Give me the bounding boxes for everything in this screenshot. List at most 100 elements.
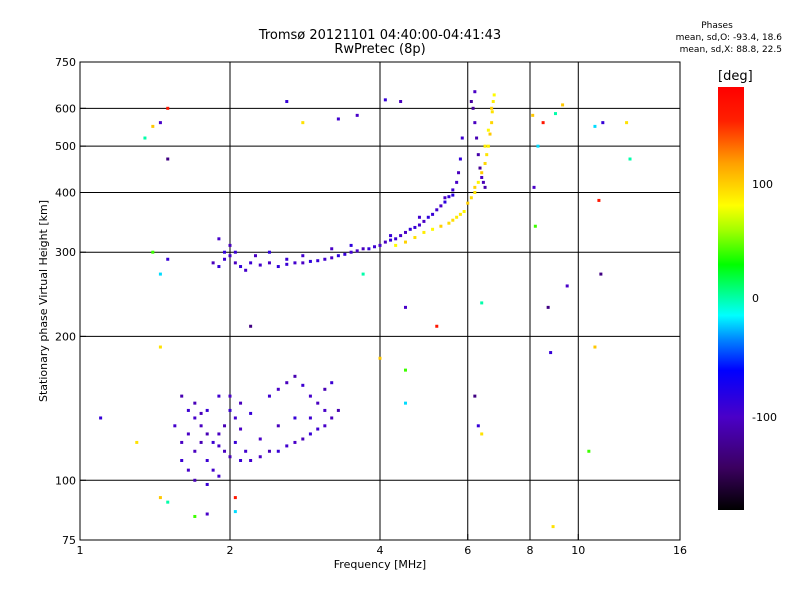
data-point — [403, 368, 407, 372]
data-point — [217, 432, 221, 436]
y-tick-label: 400 — [55, 186, 76, 199]
data-point — [373, 245, 377, 249]
data-point — [473, 394, 477, 398]
chart-subtitle: RwPretec (8p) — [334, 42, 426, 57]
data-point — [565, 284, 569, 288]
data-point — [476, 180, 480, 184]
data-point — [233, 416, 237, 420]
y-tick-label: 750 — [55, 56, 76, 69]
data-point — [308, 394, 312, 398]
data-point — [389, 234, 393, 238]
data-point — [439, 224, 443, 228]
data-point — [422, 230, 426, 234]
data-point — [413, 225, 417, 229]
data-point — [330, 256, 334, 260]
data-point — [166, 157, 170, 161]
data-point — [151, 250, 155, 254]
data-point — [443, 200, 447, 204]
data-point — [422, 219, 426, 223]
data-point — [451, 188, 455, 192]
data-point — [267, 250, 271, 254]
data-point — [180, 458, 184, 462]
data-point — [211, 468, 215, 472]
data-point — [447, 195, 451, 199]
data-point — [258, 437, 262, 441]
data-point — [199, 424, 203, 428]
data-point — [211, 440, 215, 444]
data-point — [361, 247, 365, 251]
data-point — [466, 201, 470, 205]
data-point — [316, 259, 320, 263]
data-point — [193, 449, 197, 453]
data-point — [469, 100, 473, 104]
data-point — [158, 496, 162, 500]
data-point — [403, 240, 407, 244]
data-point — [330, 381, 334, 385]
data-point — [180, 440, 184, 444]
data-point — [431, 227, 435, 231]
data-point — [439, 204, 443, 208]
data-point — [480, 301, 484, 305]
data-point — [233, 440, 237, 444]
data-point — [293, 440, 297, 444]
y-tick-label: 300 — [55, 246, 76, 259]
data-point — [403, 230, 407, 234]
data-point — [491, 100, 495, 104]
data-point — [531, 113, 535, 117]
y-tick-label: 100 — [55, 474, 76, 487]
data-point — [561, 103, 565, 107]
data-point — [408, 227, 412, 231]
data-point — [486, 128, 490, 132]
data-point — [478, 166, 482, 170]
data-point — [451, 218, 455, 222]
data-point — [301, 254, 305, 258]
data-point — [228, 455, 232, 459]
data-point — [285, 381, 289, 385]
data-point — [355, 113, 359, 117]
data-point — [180, 394, 184, 398]
data-point — [541, 121, 545, 125]
data-point — [276, 449, 280, 453]
data-point — [485, 153, 489, 157]
data-point — [239, 265, 243, 269]
data-point — [378, 243, 382, 247]
data-point — [483, 161, 487, 165]
data-point — [301, 121, 305, 125]
data-point — [258, 263, 262, 267]
data-point — [458, 157, 462, 161]
data-point — [476, 153, 480, 157]
data-point — [249, 411, 253, 415]
data-point — [389, 238, 393, 242]
data-point — [403, 305, 407, 309]
data-point — [549, 351, 553, 355]
data-point — [336, 408, 340, 412]
data-point — [285, 257, 289, 261]
data-point — [293, 261, 297, 265]
data-point — [476, 424, 480, 428]
y-tick-label: 500 — [55, 140, 76, 153]
data-point — [205, 512, 209, 516]
data-point — [355, 249, 359, 253]
chart-title: Tromsø 20121101 04:40:00-04:41:43 — [258, 28, 502, 43]
data-point — [223, 250, 227, 254]
y-tick-label: 200 — [55, 330, 76, 343]
data-point — [301, 437, 305, 441]
data-point — [488, 132, 492, 136]
data-point — [457, 171, 461, 175]
data-point — [435, 324, 439, 328]
data-point — [285, 444, 289, 448]
data-point — [403, 401, 407, 405]
x-tick-label: 4 — [377, 544, 384, 557]
data-point — [480, 171, 484, 175]
data-point — [239, 427, 243, 431]
data-point — [228, 243, 232, 247]
data-point — [455, 215, 459, 219]
data-point — [460, 136, 464, 140]
data-point — [186, 408, 190, 412]
data-point — [481, 180, 485, 184]
data-point — [308, 416, 312, 420]
x-tick-label: 1 — [77, 544, 84, 557]
data-point — [223, 424, 227, 428]
data-point — [316, 427, 320, 431]
